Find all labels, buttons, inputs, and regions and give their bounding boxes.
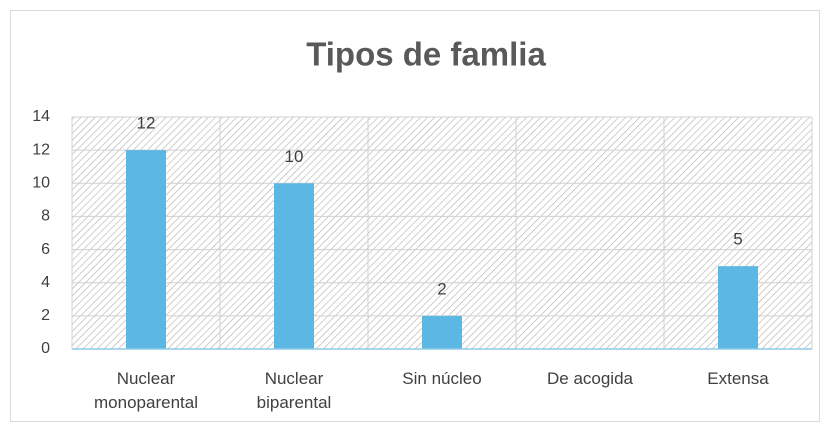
data-label: 12	[137, 114, 156, 133]
y-tick-label: 6	[41, 241, 50, 258]
bar	[126, 150, 166, 349]
bar	[718, 266, 758, 349]
bar	[274, 183, 314, 349]
x-tick-label: Nuclear monoparental	[94, 369, 198, 412]
x-tick-label: Sin núcleo	[402, 369, 482, 388]
y-tick-label: 12	[32, 141, 50, 158]
data-label: 10	[285, 147, 304, 166]
y-tick-label: 0	[41, 340, 50, 357]
plot-area	[72, 117, 812, 349]
y-tick-label: 4	[41, 274, 50, 291]
data-label: 2	[437, 279, 446, 298]
y-tick-label: 8	[41, 208, 50, 225]
bar	[422, 315, 462, 349]
y-tick-label: 10	[32, 175, 50, 192]
data-label: 5	[733, 230, 742, 249]
y-tick-label: 14	[32, 108, 50, 125]
x-tick-label: Nuclear biparental	[256, 369, 332, 412]
x-tick-label: Extensa	[707, 369, 769, 388]
y-tick-label: 2	[41, 307, 50, 324]
x-tick-label: De acogida	[546, 369, 633, 388]
chart-title: Tipos de famlia	[306, 36, 546, 73]
